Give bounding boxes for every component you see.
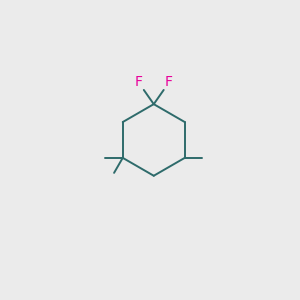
Text: F: F xyxy=(135,75,143,89)
Text: F: F xyxy=(165,75,172,89)
